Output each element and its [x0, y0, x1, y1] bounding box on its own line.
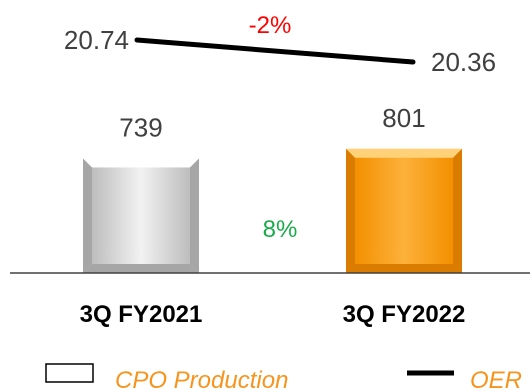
bars-layer: [83, 148, 462, 273]
bar-2-bevel-bottom: [346, 264, 462, 273]
bar-2-bevel-top: [346, 148, 462, 158]
bar-2: [346, 148, 462, 273]
line-change-annotation: -2%: [249, 12, 292, 39]
bar-2-face: [355, 157, 453, 264]
bar-change-annotation: 8%: [263, 216, 298, 243]
x-tick-label-1: 3Q FY2021: [80, 301, 203, 328]
bar-2-bevel-left: [346, 148, 355, 273]
bar-value-label-2: 801: [382, 103, 425, 133]
bar-1-bevel-right: [190, 158, 199, 273]
bar-value-label-1: 739: [119, 112, 162, 142]
bar-1-bevel-left: [83, 158, 92, 273]
legend-label-bar: CPO Production: [115, 367, 288, 390]
legend-swatch-bar: [45, 363, 94, 383]
legend: CPO Production OER: [45, 363, 522, 390]
bar-2-bevel-right: [453, 148, 462, 273]
bar-1-bevel-top: [83, 158, 199, 168]
x-tick-label-2: 3Q FY2022: [343, 301, 466, 328]
line-value-label-1: 20.74: [64, 25, 129, 55]
bar-1: [83, 158, 199, 273]
bar-1-face: [92, 167, 190, 264]
bar-1-bevel-bottom: [83, 264, 199, 273]
legend-label-line: OER: [470, 367, 522, 390]
line-value-label-2: 20.36: [431, 47, 496, 77]
oer-line: [134, 37, 416, 65]
